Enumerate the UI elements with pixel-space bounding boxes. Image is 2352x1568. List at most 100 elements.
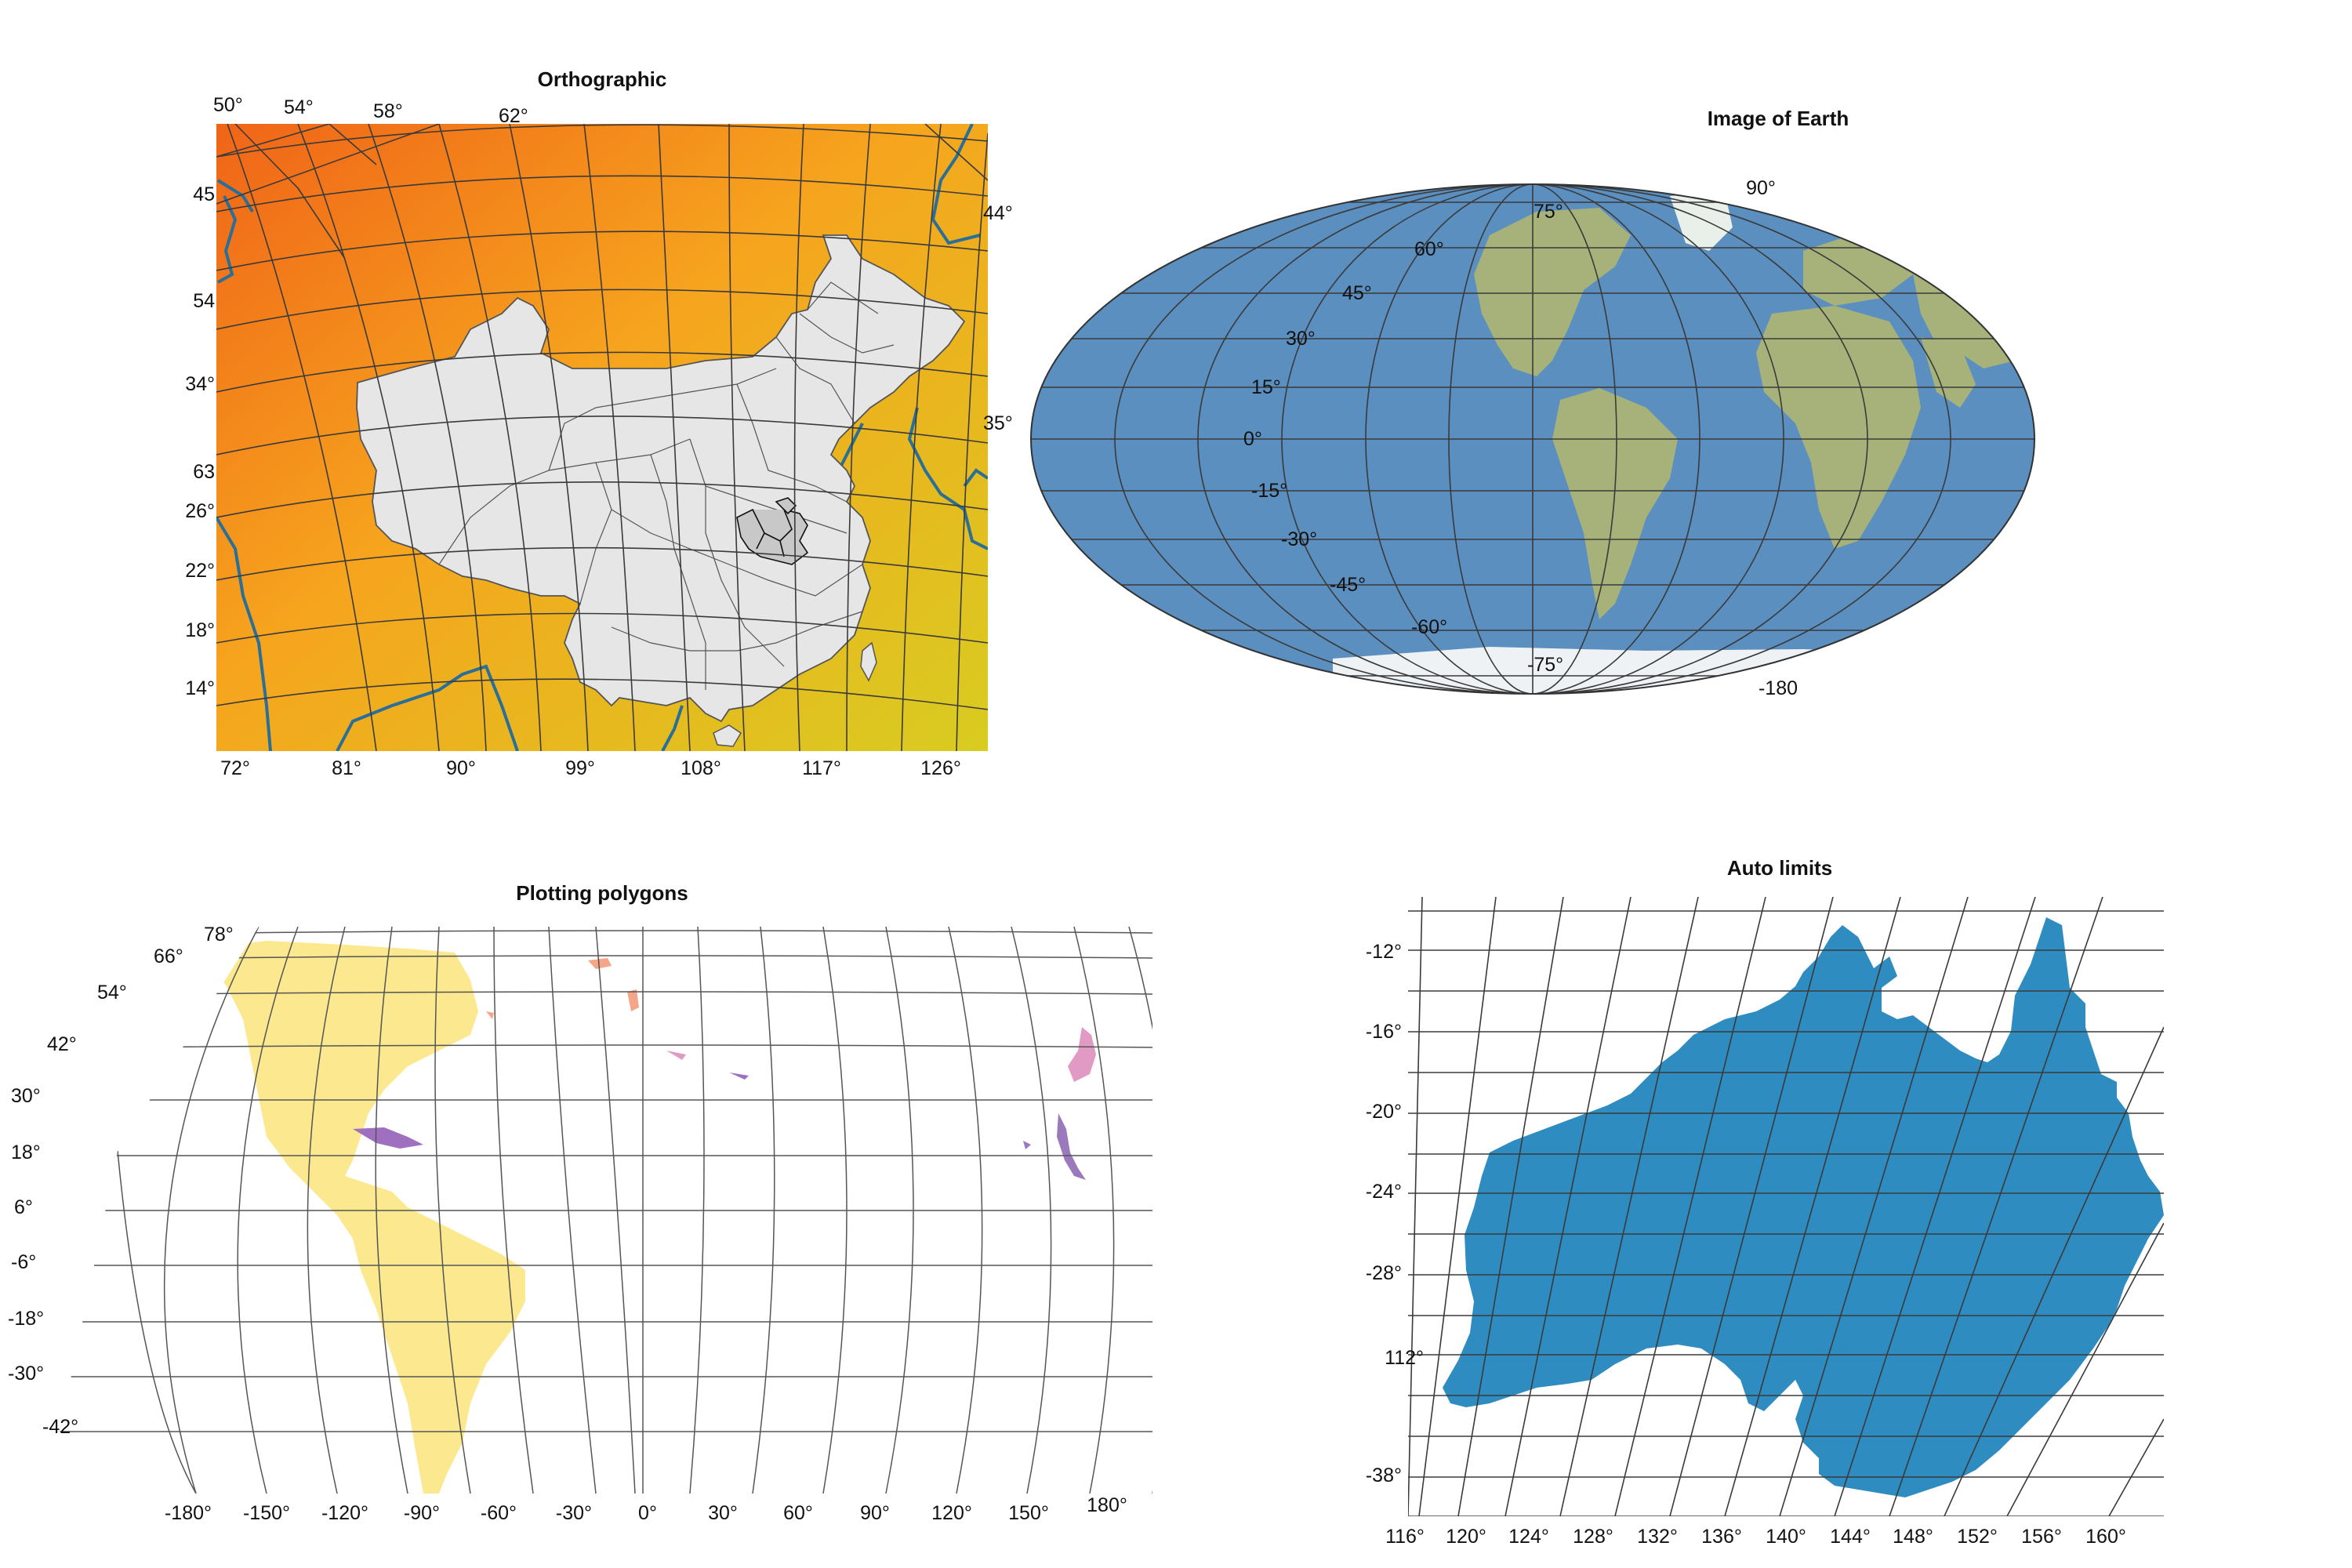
polygons-graticule	[47, 927, 1152, 1494]
aus-lat-label: -38°	[1366, 1465, 1402, 1486]
image-of-earth-title: Image of Earth	[1708, 107, 1849, 130]
pacific-islands-polygon	[666, 1051, 686, 1060]
auto-limits-title: Auto limits	[1727, 856, 1832, 880]
ortho-right-label: 44°	[983, 202, 1013, 224]
polygon-features	[204, 941, 1096, 1494]
ortho-top-label: 58°	[373, 100, 403, 122]
aus-lon-label: 136°	[1701, 1526, 1742, 1548]
poly-lon-label: -30°	[556, 1502, 592, 1524]
aus-lon-label: 144°	[1830, 1526, 1871, 1548]
earth-lat-label: -180	[1759, 677, 1798, 699]
ortho-bottom-label: 108°	[681, 757, 721, 779]
earth-lat-label: 90°	[1746, 177, 1776, 199]
highlighted-region	[736, 497, 809, 565]
poly-lon-label: 120°	[931, 1502, 972, 1524]
ortho-left-label: 63	[193, 461, 215, 483]
earth-lat-label: -30°	[1281, 528, 1317, 550]
poly-lat-label: 66°	[154, 946, 183, 967]
aus-lon-label: 128°	[1573, 1526, 1613, 1548]
orthographic-right-labels: 44° 35°	[983, 202, 1013, 434]
ortho-bottom-label: 81°	[332, 757, 361, 779]
europe-polygon	[588, 958, 612, 969]
auto-limits-panel: Auto limits	[1366, 856, 2164, 1548]
orthographic-panel: Orthographic	[185, 67, 1013, 779]
poly-lon-label: 0°	[638, 1502, 657, 1524]
poly-lon-label: 30°	[708, 1502, 738, 1524]
earth-lat-label: 60°	[1414, 238, 1444, 260]
poly-lat-label: 78°	[204, 924, 234, 946]
ortho-left-label: 54	[193, 290, 215, 312]
ortho-left-label: 26°	[185, 500, 215, 522]
orthographic-bottom-labels: 72° 81° 90° 99° 108° 117° 126°	[220, 757, 961, 779]
ortho-left-label: 14°	[185, 677, 215, 699]
polygons-lat-labels: 78° 66° 54° 42° 30° 18° 6° -6° -18° -30°…	[8, 924, 234, 1438]
orthographic-left-labels: 45 54 34° 63 26° 22° 18° 14°	[185, 183, 215, 699]
aus-lon-label: 120°	[1446, 1526, 1486, 1548]
aus-lat-label: -12°	[1366, 941, 1402, 963]
earth-lat-label: -45°	[1330, 574, 1366, 596]
aus-lon-label: 152°	[1957, 1526, 1998, 1548]
poly-lon-label: 60°	[783, 1502, 813, 1524]
aus-lat-label: -24°	[1366, 1181, 1402, 1203]
poly-lon-label: -150°	[243, 1502, 290, 1524]
earth-lat-label: 0°	[1243, 428, 1262, 450]
poly-lon-label: -60°	[481, 1502, 517, 1524]
poly-lat-label: -18°	[8, 1308, 44, 1330]
poly-lon-label: 180°	[1087, 1494, 1127, 1516]
orthographic-title: Orthographic	[538, 67, 667, 91]
aus-lat-label: -16°	[1366, 1021, 1402, 1043]
aus-lon-label: 156°	[2021, 1526, 2062, 1548]
earth-lat-label: 75°	[1534, 201, 1563, 223]
ortho-bottom-label: 72°	[220, 757, 250, 779]
ortho-bottom-label: 90°	[446, 757, 476, 779]
hainan-island	[713, 724, 742, 747]
orthographic-top-labels: 50° 54° 58° 62°	[213, 94, 528, 127]
caribbean-polygon	[353, 1127, 423, 1149]
image-of-earth-panel: Image of Earth	[1030, 107, 2035, 699]
poly-lon-label: -120°	[321, 1502, 368, 1524]
earth-lat-label: -15°	[1251, 480, 1287, 502]
auto-limits-lon-labels: 116° 120° 124° 128° 132° 136° 140° 144° …	[1385, 1526, 2126, 1548]
ortho-left-label: 22°	[185, 560, 215, 582]
orthographic-graticule	[216, 124, 988, 751]
europe-polygon	[486, 1011, 494, 1019]
philippines-polygon	[1057, 1113, 1086, 1180]
earth-lat-label: 15°	[1251, 376, 1281, 398]
europe-polygon	[627, 989, 639, 1011]
ortho-bottom-label: 117°	[802, 757, 841, 779]
ortho-left-label: 45	[193, 183, 215, 205]
poly-lat-label: 30°	[11, 1085, 41, 1107]
earth-lat-label: -60°	[1411, 616, 1447, 638]
ortho-top-label: 54°	[284, 96, 314, 118]
australia-polygon	[1443, 917, 2164, 1497]
ortho-bottom-label: 99°	[565, 757, 595, 779]
ortho-left-label: 34°	[185, 373, 215, 395]
poly-lat-label: 6°	[14, 1196, 33, 1218]
ortho-bottom-label: 126°	[920, 757, 961, 779]
poly-lat-label: -30°	[8, 1363, 44, 1385]
plotting-polygons-panel: Plotting polygons	[8, 881, 1152, 1524]
poly-lat-label: -42°	[42, 1416, 78, 1438]
ortho-top-label: 50°	[213, 94, 243, 116]
earth-lat-label: -75°	[1527, 654, 1563, 676]
aus-lat-label: 112°	[1385, 1347, 1424, 1369]
earth-lat-label: 30°	[1286, 328, 1316, 350]
earth-lat-labels: 90° 75° 60° 45° 30° 15° 0° -15° -30° -45…	[1243, 177, 1798, 699]
polygons-lon-labels: -180° -150° -120° -90° -60° -30° 0° 30° …	[165, 1494, 1127, 1524]
japan-polygon	[1068, 1027, 1096, 1082]
china-landmass	[356, 234, 966, 723]
aus-lon-label: 160°	[2085, 1526, 2126, 1548]
aus-lon-label: 148°	[1893, 1526, 1933, 1548]
aus-lon-label: 140°	[1766, 1526, 1806, 1548]
poly-lat-label: 18°	[11, 1142, 41, 1163]
poly-lon-label: -90°	[404, 1502, 440, 1524]
aus-lon-label: 132°	[1637, 1526, 1678, 1548]
earth-outline	[1030, 183, 2035, 695]
ortho-top-label: 62°	[499, 105, 528, 127]
aus-lat-label: -20°	[1366, 1101, 1402, 1123]
pacific-islands-polygon	[729, 1073, 749, 1080]
poly-lon-label: 90°	[860, 1502, 890, 1524]
auto-limits-lat-labels: -12° -16° -20° -24° -28° 112° -38°	[1366, 941, 1424, 1486]
aus-lon-label: 116°	[1385, 1526, 1425, 1548]
